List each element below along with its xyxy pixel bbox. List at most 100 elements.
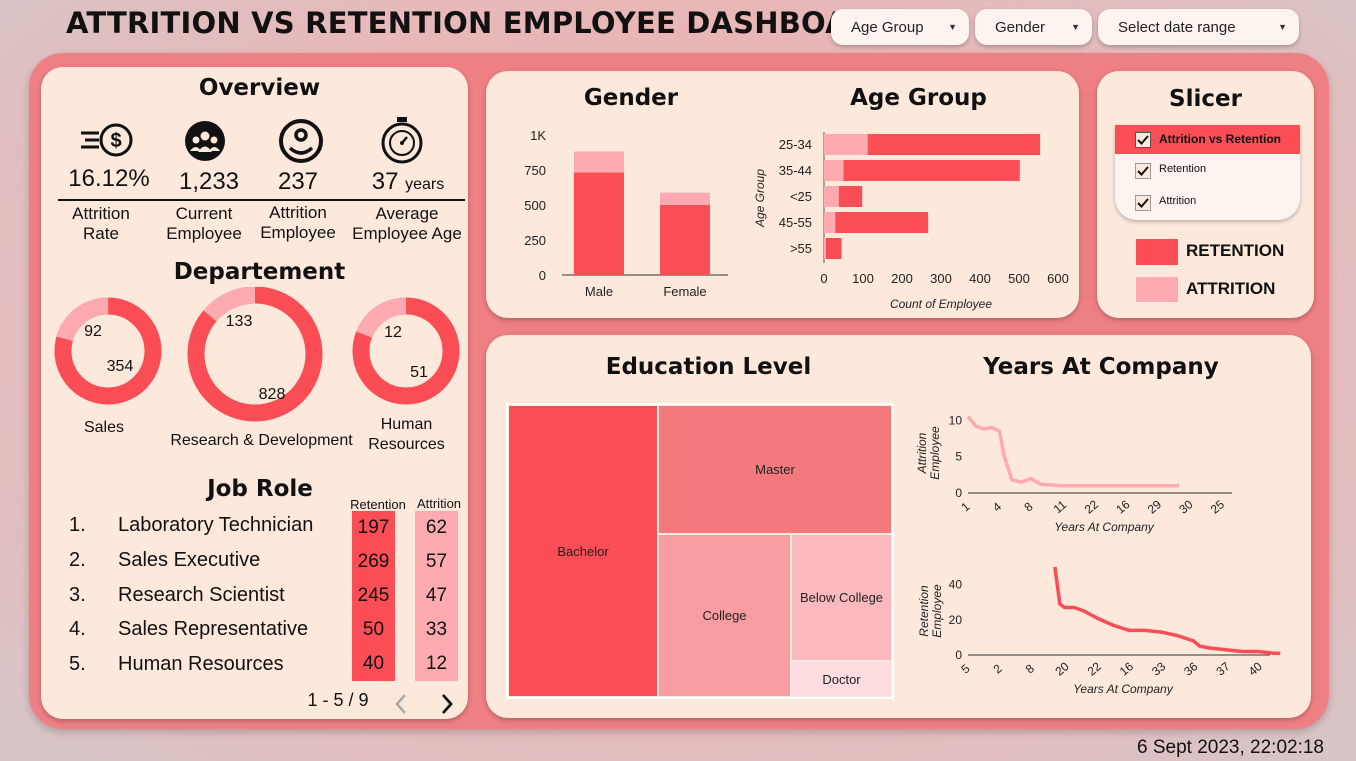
gender-chart-title: Gender [583,85,679,111]
checkbox-checked-icon[interactable] [1135,163,1151,179]
legend-swatch-retention [1136,239,1178,265]
y-tick-label: 20 [949,613,963,627]
attrition-cell: 33 [415,613,458,647]
date-range-picker[interactable]: Select date range ▼ [1098,9,1299,45]
job-role-rank: 1. [69,514,86,536]
prev-page-icon[interactable] [393,692,409,716]
gender-age-card: Gender Age Group 0 250 500 750 1K Male Female … [486,71,1079,318]
y-axis-title-line2: Employee [928,426,942,480]
attrition-cell: 57 [415,545,458,579]
y-axis-title-line2: Employee [930,584,944,638]
bar-retention [825,238,842,259]
x-tick-label: 29 [1145,497,1164,517]
pagination-label: 1 - 5 / 9 [307,690,369,710]
x-tick-label: 8 [1023,661,1037,676]
x-axis-title: Count of Employee [890,297,992,311]
kpi-average-age-number: 37 [371,168,399,195]
x-tick-label: 5 [958,661,972,676]
slicer-option-label: Attrition [1159,195,1197,207]
legend-label-retention: RETENTION [1186,241,1285,260]
years-chart-title: Years At Company [983,354,1219,380]
y-tick-label: <25 [790,189,812,204]
x-tick-label: 20 [1052,659,1071,679]
donut-label-sales: Sales [83,419,125,436]
slicer-card: Slicer Attrition vs Retention Retention … [1097,71,1314,318]
x-tick-label: 16 [1117,659,1136,679]
donut-retention-value: 354 [107,358,134,375]
age-group-filter[interactable]: Age Group ▼ [831,9,969,45]
bar-attrition [824,160,844,181]
kpi-average-age-unit: years [405,176,445,193]
y-tick-label: 750 [524,163,546,178]
y-tick-label: 250 [524,233,546,248]
x-tick-label: 200 [891,271,913,286]
x-tick-label: 33 [1149,659,1168,679]
x-tick-label: 22 [1082,497,1101,517]
y-tick-label: >55 [790,241,812,256]
bar-retention [835,212,929,233]
attrition-years-line-chart: 0 5 10 1 4 8 11 22 16 29 30 25 Years At Company Attri… [916,413,1232,534]
x-tick-label: 40 [1246,659,1265,679]
slicer-list: Attrition vs Retention Retention Attriti… [1115,125,1300,220]
treemap-tile: Bachelor [508,405,658,697]
retention-cell: 245 [352,579,395,613]
job-role-name: Laboratory Technician [118,514,314,536]
treemap-tile: Master [658,405,892,534]
education-years-card: Education Level Years At Company Bachelo… [486,335,1311,718]
age-group-bar-chart: 25-34 35-44 <25 45-55 >55 0 100 200 300 400 500 600… [753,132,1069,311]
legend-label-attrition: ATTRITION [1186,279,1276,298]
treemap-tile: College [658,534,791,697]
kpi-label-line: Employee [166,224,242,243]
group-icon [185,121,225,161]
donut-retention-value: 828 [259,386,286,403]
table-row: 3. Research Scientist [69,580,469,614]
job-role-title: Job Role [207,476,313,502]
next-page-icon[interactable] [439,692,455,716]
bar-attrition [824,134,868,155]
series-line [1053,566,1281,655]
age-group-filter-label: Age Group [851,18,924,36]
kpi-label-line: Employee Age [352,224,462,243]
kpi-current-employee-value: 1,233 [178,168,240,195]
y-tick-label: 45-55 [779,215,812,230]
x-tick-label: 22 [1085,659,1104,679]
x-tick-label: 4 [990,499,1004,514]
attrition-cell: 12 [415,647,458,681]
x-tick-label: 25 [1208,497,1227,517]
slicer-option[interactable]: Attrition vs Retention [1115,125,1300,154]
gender-filter-label: Gender [995,18,1046,36]
x-tick-label: 16 [1113,497,1132,517]
y-tick-label: 0 [955,648,962,662]
checkbox-checked-icon[interactable] [1135,195,1151,211]
x-tick-label: Female [663,284,706,299]
bar-retention [660,204,710,275]
checkbox-checked-icon[interactable] [1135,132,1151,148]
y-tick-label: 0 [539,268,546,283]
job-role-name: Human Resources [118,653,284,675]
donut-attrition-value: 12 [384,324,402,341]
kpi-attrition-rate-value: 16.12% [68,165,150,192]
x-tick-label: 100 [852,271,874,286]
x-tick-label: 2 [991,661,1005,676]
stopwatch-icon [381,117,423,164]
gender-filter[interactable]: Gender ▼ [975,9,1092,45]
x-tick-label: 600 [1047,271,1069,286]
retention-cell: 40 [352,647,395,681]
slicer-option[interactable]: Retention [1115,158,1300,184]
job-role-rank: 2. [69,549,86,571]
slicer-option[interactable]: Attrition [1115,190,1300,216]
y-tick-label: 500 [524,198,546,213]
x-tick-label: 0 [820,271,827,286]
x-tick-label: 37 [1213,659,1232,679]
retention-years-line-chart: 0 20 40 5 2 8 20 22 16 33 36 37 40 Years At Company Re… [917,566,1281,696]
kpi-label-line: Current [175,204,233,223]
dropdown-caret-icon: ▼ [1278,22,1287,32]
kpi-attrition-employee-label: Attrition Employee [253,203,343,243]
slicer-option-label: Attrition vs Retention [1159,132,1281,146]
job-role-name: Sales Executive [118,549,261,571]
donut-attrition-value: 92 [84,323,102,340]
timestamp: 6 Sept 2023, 22:02:18 [1137,737,1324,758]
x-tick-label: Male [585,284,613,299]
y-axis-title-line1: Retention [917,585,931,637]
y-tick-label: 0 [955,486,962,500]
